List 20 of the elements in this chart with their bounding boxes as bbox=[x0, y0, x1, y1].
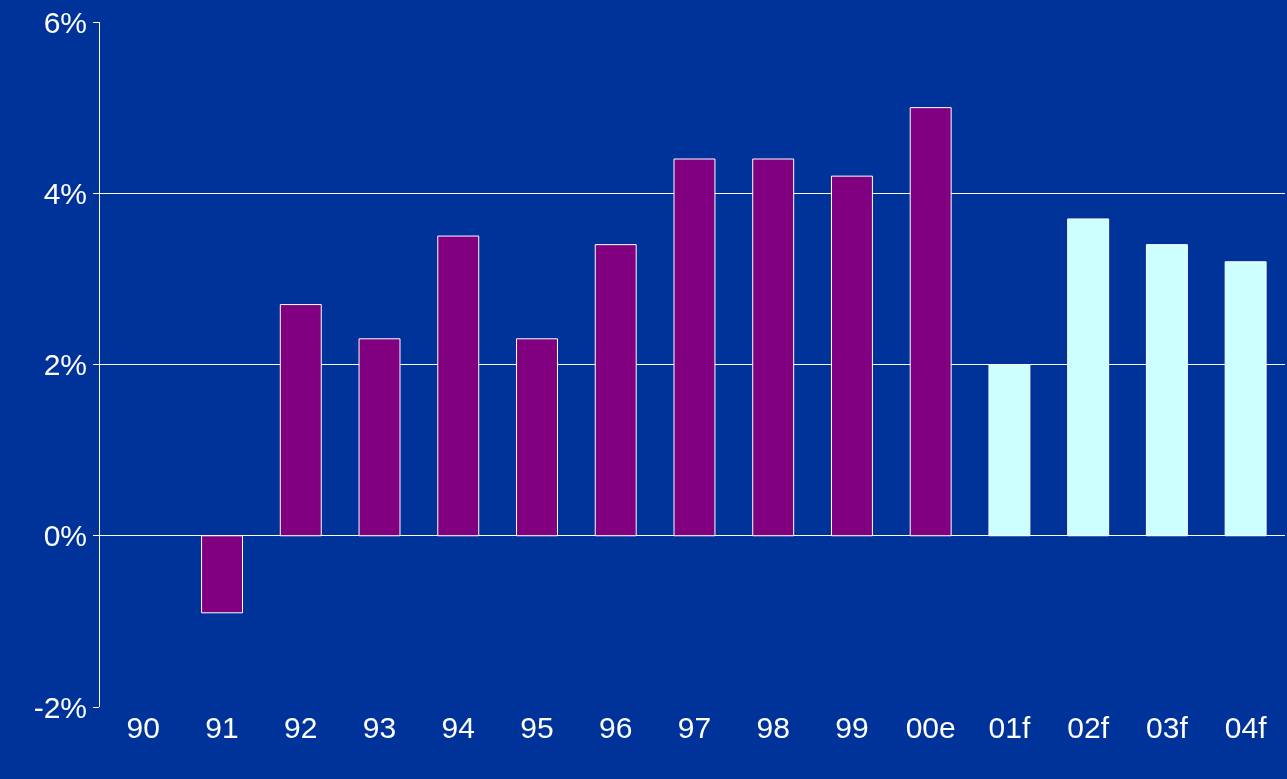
x-tick-label: 02f bbox=[1067, 711, 1110, 744]
x-tick-label: 90 bbox=[126, 711, 160, 744]
x-tick-label: 99 bbox=[835, 711, 869, 744]
x-tick-label: 04f bbox=[1224, 711, 1268, 744]
x-tick-label: 97 bbox=[677, 711, 712, 744]
x-tick-label: 94 bbox=[441, 711, 475, 744]
x-tick-label: 00e bbox=[905, 711, 956, 744]
y-tick-label: 4% bbox=[43, 176, 87, 210]
x-tick-label: 93 bbox=[362, 711, 397, 744]
x-tick-label: 92 bbox=[284, 711, 318, 744]
y-tick-label: 2% bbox=[43, 348, 87, 381]
y-tick-label: 0% bbox=[43, 519, 87, 553]
y-tick-label: -2% bbox=[33, 690, 87, 724]
x-tick-label: 01f bbox=[988, 711, 1031, 744]
x-tick-label: 03f bbox=[1146, 711, 1189, 744]
y-tick-label: 6% bbox=[43, 5, 87, 39]
x-tick-label: 98 bbox=[756, 711, 790, 744]
x-tick-label: 95 bbox=[520, 711, 554, 744]
x-tick-label: 96 bbox=[599, 711, 633, 744]
x-tick-label: 91 bbox=[205, 711, 239, 744]
